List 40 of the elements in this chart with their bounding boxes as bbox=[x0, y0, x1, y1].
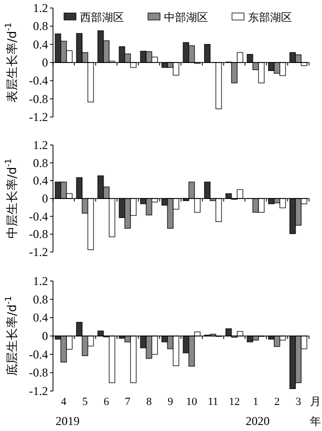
y-tick-label: -0.4 bbox=[29, 74, 48, 88]
x-tick-label: 12 bbox=[228, 396, 240, 408]
x-tick-label: 5 bbox=[82, 396, 88, 408]
legend-label: 东部湖区 bbox=[248, 11, 292, 24]
y-tick-label: 1.2 bbox=[33, 138, 48, 152]
x-tick-label: 3 bbox=[296, 396, 302, 408]
x-tick-label: 6 bbox=[104, 396, 110, 408]
y-tick-label: 0.4 bbox=[33, 310, 48, 325]
y-tick-label: 0 bbox=[42, 192, 48, 206]
y-tick-label: 1.2 bbox=[33, 1, 48, 15]
y-tick-label: 0 bbox=[42, 329, 48, 343]
x-tick-label: 10 bbox=[186, 396, 198, 408]
y-tick-label: -0.8 bbox=[29, 92, 48, 106]
y-tick-label: 0.8 bbox=[33, 19, 48, 34]
x-tick-label: 11 bbox=[208, 396, 218, 408]
y-tick-label: -0.4 bbox=[29, 347, 48, 362]
x-tick-label: 2 bbox=[274, 396, 280, 408]
legend-label: 中部湖区 bbox=[164, 11, 208, 24]
y-tick-label: 0.8 bbox=[33, 156, 48, 170]
text: 2019 bbox=[56, 414, 80, 428]
y-tick-label: -0.8 bbox=[29, 366, 48, 380]
y-tick-label: 1.2 bbox=[33, 274, 48, 288]
x-tick-label: 7 bbox=[124, 396, 131, 408]
text: 2020 bbox=[246, 414, 270, 428]
y-tick-label: -1.2 bbox=[29, 384, 48, 398]
legend-label: 西部湖区 bbox=[80, 11, 124, 24]
y-tick-label: 0.8 bbox=[33, 292, 48, 306]
x-tick-label: 1 bbox=[252, 396, 258, 408]
text: 年 bbox=[310, 415, 321, 428]
y-tick-label: 0.4 bbox=[33, 174, 48, 188]
y-tick-label: 0.4 bbox=[33, 37, 48, 52]
y-tick-label: 0 bbox=[42, 56, 48, 70]
y-tick-label: -0.4 bbox=[29, 209, 48, 224]
y-tick-label: -0.8 bbox=[29, 227, 48, 242]
x-axis-title: 月 bbox=[310, 395, 321, 408]
x-tick-label: 4 bbox=[60, 396, 67, 408]
y-tick-label: -1.2 bbox=[29, 245, 48, 259]
x-tick-label: 9 bbox=[168, 396, 174, 408]
x-tick-label: 8 bbox=[146, 396, 152, 408]
y-tick-label: -1.2 bbox=[29, 110, 48, 124]
